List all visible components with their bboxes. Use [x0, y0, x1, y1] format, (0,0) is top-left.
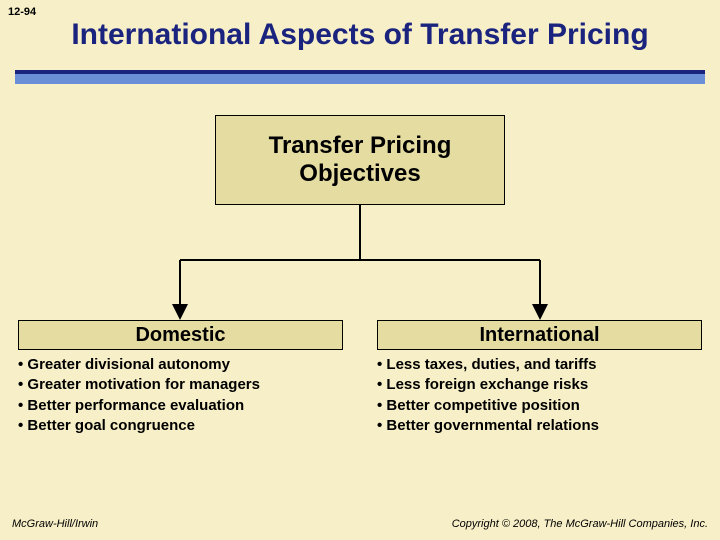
- domestic-header: Domestic: [18, 320, 343, 350]
- domestic-bullets: Greater divisional autonomy Greater moti…: [18, 355, 260, 436]
- international-header: International: [377, 320, 702, 350]
- slide: 12-94 International Aspects of Transfer …: [0, 0, 720, 540]
- footer-publisher: McGraw-Hill/Irwin: [12, 518, 98, 530]
- list-item: Better performance evaluation: [18, 396, 260, 416]
- international-bullets: Less taxes, duties, and tariffs Less for…: [377, 355, 599, 436]
- objectives-box: Transfer Pricing Objectives: [215, 115, 505, 205]
- list-item: Greater divisional autonomy: [18, 355, 260, 375]
- list-item: Better goal congruence: [18, 416, 260, 436]
- footer-copyright: Copyright © 2008, The McGraw-Hill Compan…: [452, 518, 708, 530]
- underline-light: [15, 74, 705, 84]
- objectives-line2: Objectives: [299, 160, 420, 188]
- slide-title: International Aspects of Transfer Pricin…: [0, 18, 720, 52]
- list-item: Greater motivation for managers: [18, 375, 260, 395]
- list-item: Less taxes, duties, and tariffs: [377, 355, 599, 375]
- list-item: Better competitive position: [377, 396, 599, 416]
- list-item: Less foreign exchange risks: [377, 375, 599, 395]
- list-item: Better governmental relations: [377, 416, 599, 436]
- page-number: 12-94: [8, 6, 36, 18]
- title-underline: [15, 70, 705, 84]
- objectives-line1: Transfer Pricing: [269, 132, 452, 160]
